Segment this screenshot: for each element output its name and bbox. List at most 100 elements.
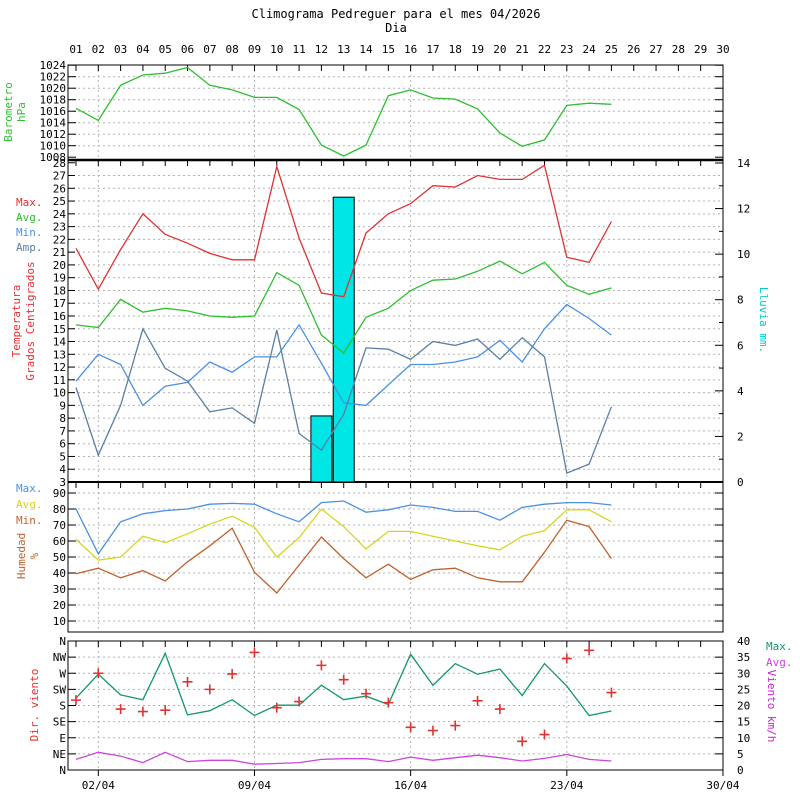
day-label: 21: [516, 43, 529, 56]
wind-direction-marker: [517, 736, 528, 747]
temp-legend-min: Min.: [16, 226, 43, 239]
wind-direction-tick-label: E: [59, 732, 66, 745]
wind-direction-marker: [137, 706, 148, 717]
wind-speed-tick-label: 25: [737, 683, 750, 696]
day-label: 19: [471, 43, 484, 56]
rain-tick-label: 2: [737, 430, 744, 443]
temperature-tick-label: 27: [53, 170, 66, 183]
wind-direction-marker: [472, 695, 483, 706]
day-label: 06: [181, 43, 194, 56]
wind-direction-marker: [539, 729, 550, 740]
humidity-tick-label: 10: [53, 615, 66, 628]
hum-legend-min: Min.: [16, 514, 43, 527]
day-label: 22: [538, 43, 551, 56]
temperature-tick-label: 28: [53, 157, 66, 170]
barometer-tick-label: 1016: [40, 105, 67, 118]
wind-speed-tick-label: 35: [737, 651, 750, 664]
wind-speed-tick-label: 10: [737, 732, 750, 745]
temperature-tick-label: 13: [53, 348, 66, 361]
wind-direction-marker: [70, 695, 81, 706]
day-label: 17: [426, 43, 439, 56]
day-label: 14: [359, 43, 373, 56]
series-line-humidity-min: [75, 519, 612, 594]
wind-speed-axis-label: Viento km/h: [765, 670, 778, 743]
rain-tick-label: 6: [737, 339, 744, 352]
series-line-temp-min: [75, 303, 612, 407]
rain-axis-label: Lluvia mm.: [757, 287, 770, 353]
series-line-wind-avg: [75, 751, 612, 765]
wind-direction-marker: [450, 720, 461, 731]
wind-speed-tick-label: 0: [737, 764, 744, 777]
wind-direction-marker: [383, 697, 394, 708]
day-label: 25: [605, 43, 618, 56]
temperature-tick-label: 12: [53, 361, 66, 374]
day-label: 13: [337, 43, 350, 56]
bottom-date-label: 09/04: [238, 779, 271, 792]
rain-tick-label: 14: [737, 157, 751, 170]
day-label: 09: [248, 43, 261, 56]
hum-legend-max: Max.: [16, 482, 43, 495]
wind-direction-marker: [427, 725, 438, 736]
wind-direction-marker: [249, 647, 260, 658]
wind-direction-marker: [338, 674, 349, 685]
temperature-tick-label: 20: [53, 259, 66, 272]
temperature-tick-label: 4: [59, 463, 66, 476]
day-label: 02: [92, 43, 105, 56]
rain-tick-label: 10: [737, 248, 750, 261]
rain-tick-label: 12: [737, 203, 750, 216]
wind-legend-max: Max.: [766, 640, 793, 653]
bottom-date-label: 16/04: [394, 779, 427, 792]
wind-direction-marker: [182, 676, 193, 687]
temperature-tick-label: 14: [53, 336, 67, 349]
temperature-axis-label-line1: Temperatura: [10, 285, 23, 358]
temperature-tick-label: 9: [59, 399, 66, 412]
wind-direction-marker: [204, 684, 215, 695]
rain-tick-label: 8: [737, 294, 744, 307]
humidity-tick-label: 30: [53, 583, 66, 596]
temperature-tick-label: 21: [53, 246, 66, 259]
temperature-tick-label: 5: [59, 450, 66, 463]
temperature-tick-label: 19: [53, 272, 66, 285]
humidity-tick-label: 70: [53, 519, 66, 532]
day-label: 16: [404, 43, 417, 56]
x-axis-title: Dia: [385, 21, 407, 35]
wind-direction-tick-label: SE: [53, 716, 66, 729]
wind-speed-tick-label: 5: [737, 748, 744, 761]
temperature-tick-label: 11: [53, 374, 66, 387]
wind-direction-marker: [606, 687, 617, 698]
day-label: 12: [315, 43, 328, 56]
temperature-tick-label: 24: [53, 208, 67, 221]
rain-tick-label: 0: [737, 476, 744, 489]
day-label: 18: [449, 43, 462, 56]
wind-direction-tick-label: S: [59, 700, 66, 713]
barometer-tick-label: 1022: [40, 71, 67, 84]
series-line-barometer: [75, 66, 612, 157]
day-label: 26: [627, 43, 640, 56]
temperature-tick-label: 7: [59, 425, 66, 438]
wind-direction-tick-label: N: [59, 764, 66, 777]
barometer-tick-label: 1014: [40, 117, 67, 130]
wind-direction-marker: [561, 653, 572, 664]
series-line-humidity-avg: [75, 508, 612, 561]
temperature-tick-label: 22: [53, 233, 66, 246]
wind-direction-marker: [271, 702, 282, 713]
barometer-tick-label: 1012: [40, 128, 67, 141]
day-label: 24: [582, 43, 596, 56]
humidity-tick-label: 90: [53, 487, 66, 500]
barometer-tick-label: 1018: [40, 94, 67, 107]
day-label: 27: [649, 43, 662, 56]
bottom-date-label: 30/04: [706, 779, 739, 792]
series-line-wind-max: [75, 651, 612, 717]
wind-direction-tick-label: N: [59, 635, 66, 648]
humidity-axis-label-line2: %: [28, 552, 41, 559]
temperature-tick-label: 15: [53, 323, 66, 336]
day-label: 11: [292, 43, 305, 56]
wind-speed-tick-label: 30: [737, 667, 750, 680]
day-label: 28: [672, 43, 685, 56]
panel-frame: [67, 159, 724, 483]
temperature-axis-label-line2: Grados Centigrados: [24, 261, 37, 380]
wind-speed-tick-label: 20: [737, 700, 750, 713]
temperature-tick-label: 25: [53, 195, 66, 208]
humidity-tick-label: 20: [53, 599, 66, 612]
wind-direction-marker: [294, 696, 305, 707]
